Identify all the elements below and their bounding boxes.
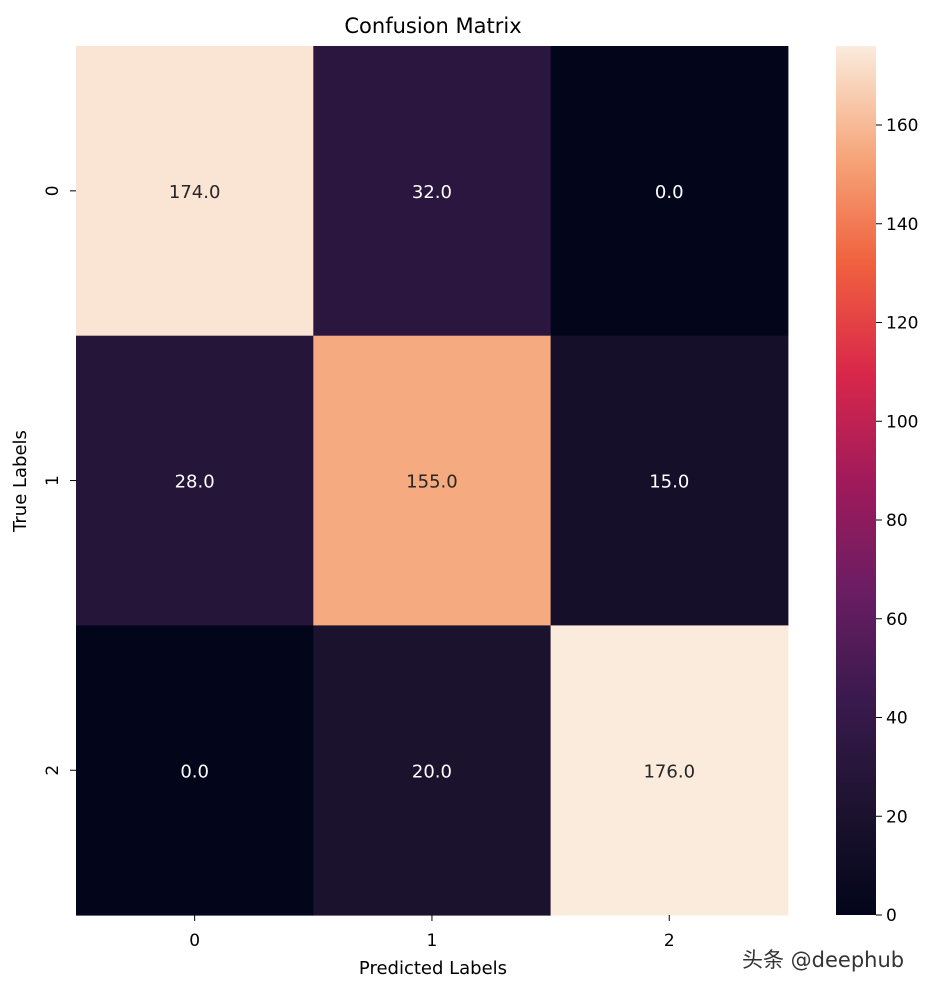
colorbar-tick-label: 140 [886, 215, 918, 235]
colorbar-ticks: 0 20 40 60 80 100 120 140 160 [876, 116, 918, 926]
heatmap-cells [76, 46, 789, 916]
heatmap-cell [550, 335, 789, 626]
x-tick-label: 2 [664, 931, 675, 951]
y-tick-label: 1 [43, 475, 63, 486]
x-axis-ticks: 0 1 2 [189, 915, 675, 951]
colorbar [836, 46, 876, 915]
heatmap-cell [313, 625, 552, 916]
y-tick-label: 0 [43, 185, 63, 196]
colorbar-tick-label: 40 [886, 709, 908, 729]
colorbar-tick-label: 60 [886, 610, 908, 630]
cell-annotation: 0.0 [655, 182, 684, 203]
cell-annotation: 15.0 [649, 472, 689, 493]
colorbar-tick-label: 160 [886, 116, 918, 136]
chart-title: Confusion Matrix [344, 14, 521, 38]
heatmap-cell [550, 625, 789, 916]
x-tick-label: 1 [427, 931, 438, 951]
colorbar-tick-label: 20 [886, 807, 908, 827]
colorbar-tick-label: 100 [886, 412, 918, 432]
cell-annotations: 174.0 32.0 0.0 28.0 155.0 15.0 0.0 20.0 176.0 [169, 182, 695, 782]
cell-annotation: 20.0 [412, 761, 452, 782]
heatmap-cell [313, 335, 552, 626]
colorbar-tick-label: 0 [886, 906, 897, 926]
heatmap-cell [76, 46, 314, 337]
heatmap-cell [76, 335, 314, 626]
watermark-text: 头条 @deephub [742, 948, 905, 972]
y-axis-label: True Labels [10, 430, 31, 533]
colorbar-tick-label: 80 [886, 511, 908, 531]
y-axis-ticks: 0 1 2 [43, 185, 76, 776]
x-axis-label: Predicted Labels [359, 958, 507, 979]
y-tick-label: 2 [43, 765, 63, 776]
cell-annotation: 0.0 [180, 761, 209, 782]
cell-annotation: 28.0 [175, 472, 215, 493]
cell-annotation: 32.0 [412, 182, 452, 203]
cell-annotation: 174.0 [169, 182, 221, 203]
heatmap-cell [76, 625, 314, 916]
heatmap-cell [313, 46, 552, 337]
colorbar-tick-label: 120 [886, 314, 918, 334]
cell-annotation: 155.0 [406, 472, 458, 493]
cell-annotation: 176.0 [643, 761, 695, 782]
x-tick-label: 0 [189, 931, 200, 951]
heatmap-cell [550, 46, 789, 337]
